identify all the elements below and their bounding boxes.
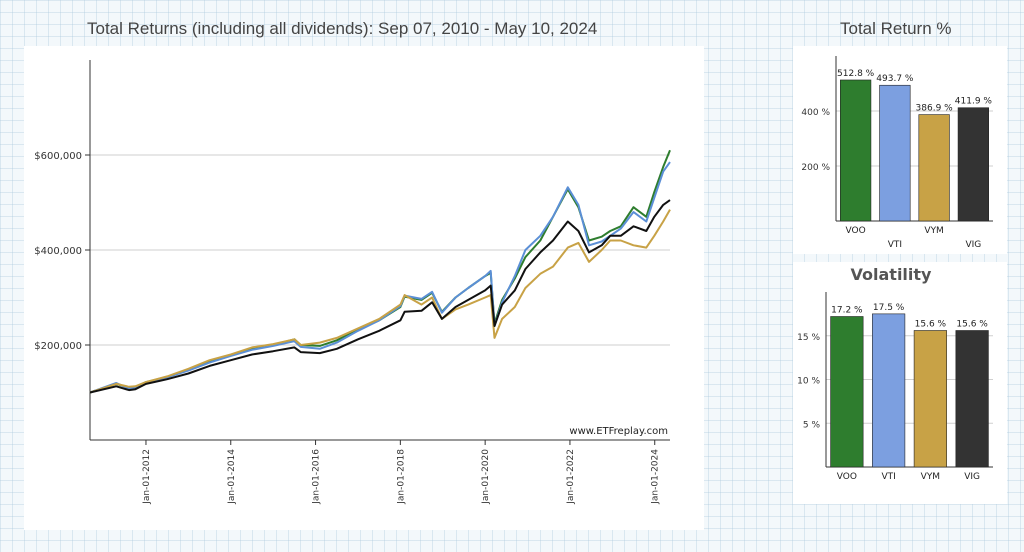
y-tick-label: 5 % (803, 420, 821, 430)
bar-value-label: 15.6 % (915, 320, 947, 330)
volatility-title: Volatility (851, 265, 933, 284)
watermark-text: www.ETFreplay.com (569, 426, 668, 437)
bar-value-label: 15.6 % (956, 320, 988, 330)
bar-vym (918, 114, 950, 222)
series-line-vig (89, 199, 671, 394)
bar-voo (830, 316, 864, 468)
line-chart-panel: $200,000 $400,000 $600,000 Jan-01-2012 Jan-0… (24, 46, 704, 530)
x-tick-label: Jan-01-2012 (142, 449, 152, 505)
y-tick-label: 15 % (797, 333, 820, 343)
x-tick-label: Jan-01-2022 (566, 449, 576, 505)
category-label-vig: VIG (964, 472, 980, 482)
x-tick-label: Jan-01-2024 (651, 449, 661, 505)
bar-value-label: 512.8 % (837, 69, 875, 79)
x-tick-label: Jan-01-2018 (396, 449, 406, 505)
category-label-vym: VYM (924, 226, 943, 236)
y-tick-label: $200,000 (34, 341, 82, 352)
category-label-vti: VTI (888, 240, 902, 250)
category-label-vti: VTI (881, 472, 895, 482)
total-return-bar-chart: 200 % 400 % 512.8 % VOO 493.7 % VTI 386.9 % VYM… (801, 56, 993, 250)
y-tick-label: $600,000 (34, 151, 82, 162)
bar-voo (840, 79, 872, 222)
bar-value-label: 493.7 % (876, 74, 914, 84)
x-tick-label: Jan-01-2020 (481, 449, 491, 505)
category-label-voo: VOO (837, 472, 857, 482)
bar-value-label: 17.2 % (831, 306, 863, 316)
category-label-voo: VOO (846, 226, 866, 236)
y-tick-label: $400,000 (34, 246, 82, 257)
bar-vym (913, 330, 947, 468)
total-returns-line-chart: $200,000 $400,000 $600,000 Jan-01-2012 Jan-0… (34, 60, 671, 505)
bar-value-label: 411.9 % (955, 97, 993, 107)
bar-value-label: 386.9 % (916, 104, 954, 114)
side-chart-title: Total Return % (840, 19, 952, 38)
category-label-vig: VIG (965, 240, 981, 250)
series-line-vym (89, 209, 671, 394)
x-tick-label: Jan-01-2014 (227, 449, 237, 505)
return-bar-panel: 200 % 400 % 512.8 % VOO 493.7 % VTI 386.9 % VYM… (793, 46, 1007, 254)
series-line-vti (89, 161, 671, 394)
y-tick-label: 200 % (801, 163, 830, 173)
bar-vti (872, 313, 906, 468)
bar-value-label: 17.5 % (873, 303, 905, 313)
y-tick-label: 400 % (801, 108, 830, 118)
volatility-bar-panel: 5 % 10 % 15 % 17.2 % VOO 17.5 % VTI 15.6 % VYM 15… (793, 262, 1007, 504)
category-label-vym: VYM (921, 472, 940, 482)
bar-vig (955, 330, 989, 468)
main-chart-title: Total Returns (including all dividends):… (87, 19, 598, 38)
y-tick-label: 10 % (797, 377, 820, 387)
bar-vig (957, 107, 989, 222)
bar-vti (879, 84, 911, 222)
series-line-voo (89, 149, 671, 394)
x-tick-label: Jan-01-2016 (312, 449, 322, 505)
volatility-bar-chart: 5 % 10 % 15 % 17.2 % VOO 17.5 % VTI 15.6 % VYM 15… (797, 265, 993, 482)
